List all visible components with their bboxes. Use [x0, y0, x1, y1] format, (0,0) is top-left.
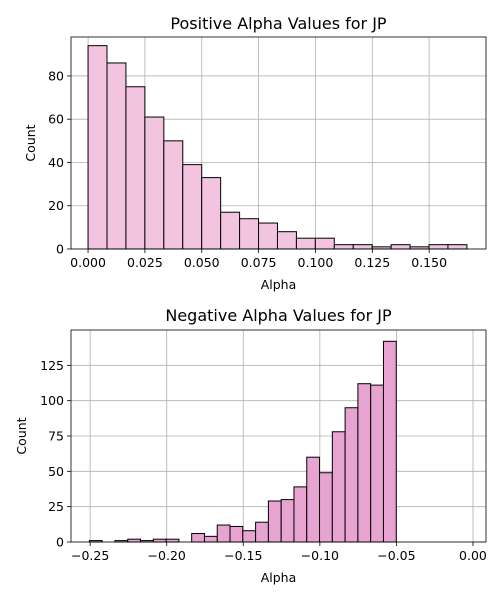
- histogram-bar: [382, 340, 397, 543]
- chart-1: 0.000 0.025 0.050 0.075 0.100 0.125 0.150 0 20 40…: [23, 14, 487, 292]
- histogram-bar: [201, 177, 222, 250]
- histogram-bar: [127, 538, 142, 543]
- histogram-bar: [191, 533, 205, 543]
- x-tick-label: 0.075: [241, 255, 277, 270]
- plot-frame: [70, 36, 487, 250]
- histogram-bar: [293, 486, 308, 543]
- x-tick-label: 0.125: [354, 255, 390, 270]
- histogram-bar: [314, 237, 335, 250]
- x-axis-label: Alpha: [261, 570, 297, 585]
- histogram-bar: [331, 431, 346, 543]
- x-tick-label: 0.050: [184, 255, 220, 270]
- histogram-bar: [344, 407, 359, 543]
- histogram-bar: [255, 521, 269, 543]
- chart-2: −0.25 −0.20 −0.15 −0.10 −0.05 0.00 0 25 50 75 100 1…: [14, 306, 487, 585]
- histogram-bar: [242, 530, 257, 543]
- histogram-bar: [220, 211, 241, 250]
- x-tick-label: −0.15: [224, 548, 262, 563]
- x-tick-label: 0.150: [411, 255, 447, 270]
- y-tick-label: 50: [48, 464, 64, 479]
- histogram-bar: [203, 535, 218, 543]
- histogram-bar: [295, 237, 316, 250]
- histogram-bar: [144, 116, 165, 250]
- y-tick-label: 40: [48, 155, 64, 170]
- histogram-bar: [163, 140, 184, 250]
- histogram-bar: [447, 244, 468, 250]
- histogram-bar: [276, 231, 297, 250]
- y-tick-label: 125: [40, 358, 64, 373]
- x-tick-label: 0.100: [298, 255, 334, 270]
- x-tick-label: −0.05: [377, 548, 415, 563]
- y-tick-label: 100: [40, 393, 64, 408]
- histogram-bar: [280, 499, 295, 543]
- histogram-bar: [333, 244, 354, 250]
- x-tick-label: −0.20: [148, 548, 186, 563]
- x-tick-label: 0.025: [127, 255, 163, 270]
- y-tick-label: 60: [48, 112, 64, 127]
- y-axis-label: Count: [14, 417, 29, 454]
- histogram-bar: [357, 383, 372, 543]
- histogram-bar: [352, 244, 373, 250]
- histogram-bar: [229, 525, 244, 543]
- histogram-bar: [428, 244, 449, 250]
- x-axis-label: Alpha: [261, 277, 297, 292]
- x-tick-label: 0.000: [70, 255, 106, 270]
- histogram-bar: [106, 62, 127, 250]
- histogram-bar: [239, 218, 260, 250]
- x-tick-label: 0.00: [459, 548, 487, 563]
- histogram-bar: [306, 456, 321, 543]
- chart-title: Positive Alpha Values for JP: [170, 14, 387, 33]
- histogram-bar: [125, 86, 146, 250]
- histogram-bar: [319, 472, 333, 543]
- y-axis-label: Count: [23, 124, 38, 161]
- y-tick-label: 80: [48, 68, 64, 83]
- chart-title: Negative Alpha Values for JP: [165, 306, 392, 325]
- y-tick-label: 20: [48, 198, 64, 213]
- histogram-bar: [267, 500, 282, 543]
- histogram-bar: [87, 45, 108, 250]
- y-tick-label: 25: [48, 499, 64, 514]
- histogram-bar: [370, 384, 384, 543]
- x-tick-label: −0.25: [71, 548, 109, 563]
- histogram-bar: [182, 164, 203, 250]
- y-tick-label: 0: [56, 535, 64, 550]
- y-tick-label: 75: [48, 429, 64, 444]
- histogram-bar: [258, 222, 278, 250]
- histogram-bar: [152, 538, 167, 543]
- y-tick-label: 0: [56, 242, 64, 257]
- histogram-bar: [216, 524, 231, 543]
- histogram-bar: [390, 244, 411, 250]
- x-tick-label: −0.10: [301, 548, 339, 563]
- histogram-bar: [165, 538, 180, 543]
